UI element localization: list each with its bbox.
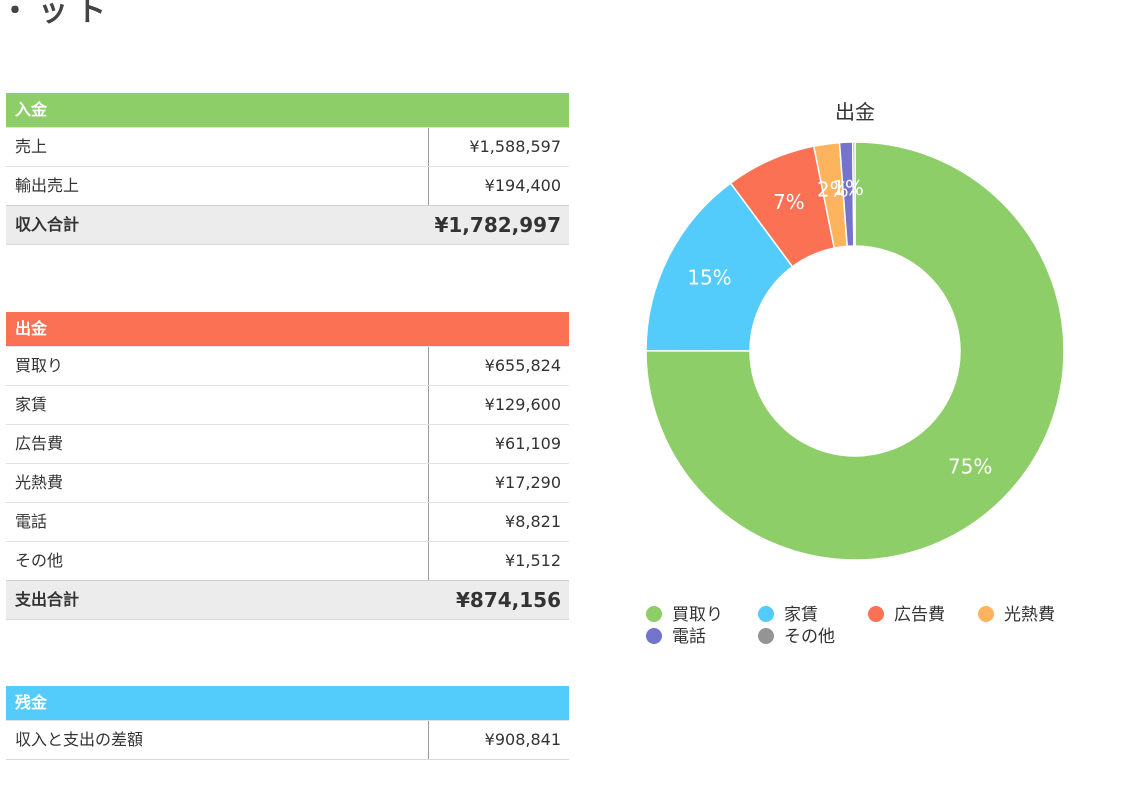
row-label: 売上 <box>15 137 48 156</box>
balance-table: 残金 収入と支出の差額 ¥908,841 <box>6 686 569 760</box>
row-value: ¥129,600 <box>428 386 569 424</box>
row-label: 収入と支出の差額 <box>15 730 144 749</box>
legend-item[interactable]: その他 <box>758 622 835 647</box>
income-table: 入金 売上 ¥1,588,597 輸出売上 ¥194,400 収入合計 ¥1,7… <box>6 93 569 245</box>
page-heading-partial: ・ット <box>0 0 114 29</box>
slice-data-label: 15% <box>687 266 731 290</box>
legend-label: その他 <box>784 627 835 647</box>
table-row: 買取り ¥655,824 <box>6 346 569 385</box>
slice-data-label: 75% <box>948 454 992 478</box>
slice-data-label: 1% <box>832 176 864 200</box>
legend-swatch <box>646 628 662 644</box>
row-value: ¥17,290 <box>428 464 569 502</box>
expense-header: 出金 <box>6 312 569 346</box>
legend-swatch <box>758 606 774 622</box>
legend-swatch <box>868 606 884 622</box>
row-label: 買取り <box>15 356 64 375</box>
row-label: 家賃 <box>15 395 48 414</box>
legend-item[interactable]: 電話 <box>646 622 706 647</box>
legend-swatch <box>758 628 774 644</box>
income-header: 入金 <box>6 93 569 127</box>
row-value: ¥655,824 <box>428 347 569 385</box>
slice-data-label: 2% <box>817 178 849 202</box>
table-row: 広告費 ¥61,109 <box>6 424 569 463</box>
row-value: ¥8,821 <box>428 503 569 541</box>
expense-donut-chart: 75% 15% 7% 2%1% <box>645 141 1065 561</box>
total-value: ¥1,782,997 <box>428 206 569 244</box>
legend-item[interactable]: 買取り <box>646 600 723 625</box>
table-row: 光熱費 ¥17,290 <box>6 463 569 502</box>
legend-item[interactable]: 家賃 <box>758 600 818 625</box>
total-label: 収入合計 <box>15 215 80 234</box>
legend-label: 広告費 <box>894 605 945 625</box>
table-row: 電話 ¥8,821 <box>6 502 569 541</box>
row-label: 光熱費 <box>15 473 64 492</box>
legend-item[interactable]: 光熱費 <box>978 600 1055 625</box>
legend-item[interactable]: 広告費 <box>868 600 945 625</box>
row-label: 広告費 <box>15 434 64 453</box>
legend-swatch <box>978 606 994 622</box>
expense-total-row: 支出合計 ¥874,156 <box>6 580 569 619</box>
legend-swatch <box>646 606 662 622</box>
expense-table: 出金 買取り ¥655,824 家賃 ¥129,600 広告費 ¥61,109 … <box>6 312 569 620</box>
row-value: ¥1,512 <box>428 542 569 580</box>
slice-data-label: 7% <box>773 190 805 214</box>
chart-title: 出金 <box>835 100 875 124</box>
row-value: ¥61,109 <box>428 425 569 463</box>
total-value: ¥874,156 <box>428 581 569 619</box>
legend-label: 電話 <box>672 627 706 647</box>
table-row: 売上 ¥1,588,597 <box>6 127 569 166</box>
row-label: 輸出売上 <box>15 176 80 195</box>
table-row: その他 ¥1,512 <box>6 541 569 580</box>
legend-label: 買取り <box>672 605 723 625</box>
row-label: その他 <box>15 551 64 570</box>
total-label: 支出合計 <box>15 590 80 609</box>
table-row: 収入と支出の差額 ¥908,841 <box>6 720 569 759</box>
income-total-row: 収入合計 ¥1,782,997 <box>6 205 569 244</box>
donut-slice-0[interactable] <box>645 141 1065 561</box>
donut-slice-1[interactable] <box>645 182 794 352</box>
row-label: 電話 <box>15 512 48 531</box>
row-value: ¥1,588,597 <box>428 128 569 166</box>
table-row: 家賃 ¥129,600 <box>6 385 569 424</box>
row-value: ¥908,841 <box>428 721 569 759</box>
table-row: 輸出売上 ¥194,400 <box>6 166 569 205</box>
legend-label: 光熱費 <box>1004 605 1055 625</box>
balance-header: 残金 <box>6 686 569 720</box>
row-value: ¥194,400 <box>428 167 569 205</box>
donut-slice-5[interactable] <box>851 141 856 247</box>
legend-label: 家賃 <box>784 605 818 625</box>
